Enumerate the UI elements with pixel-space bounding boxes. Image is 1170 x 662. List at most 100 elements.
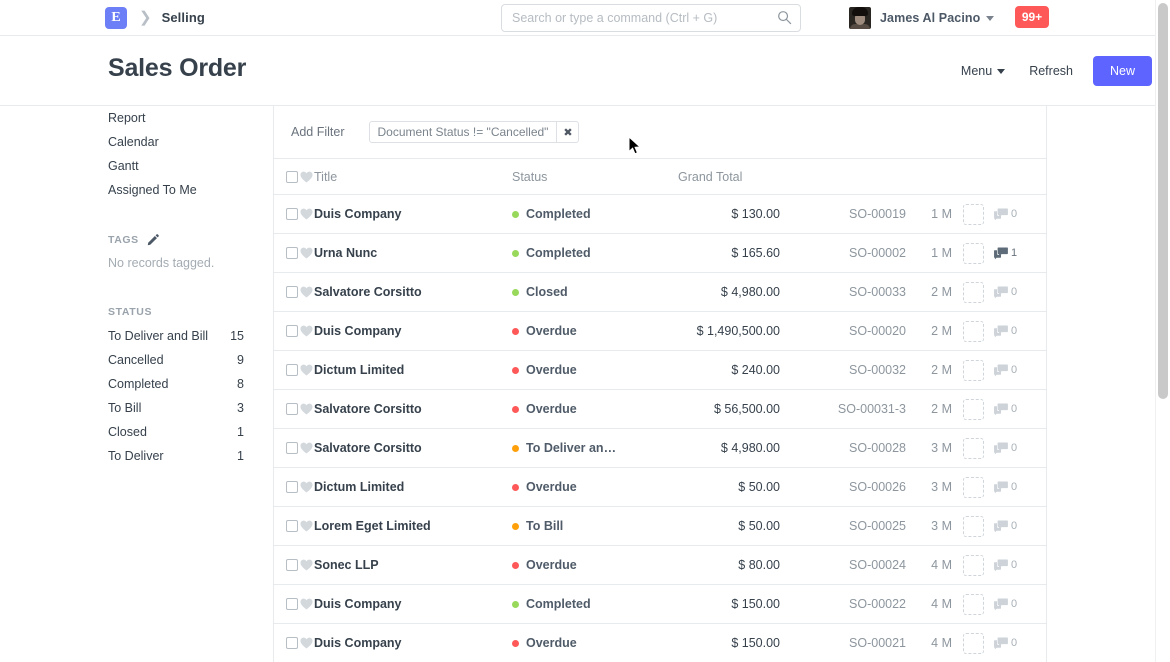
heart-icon[interactable] xyxy=(300,442,313,454)
assign-placeholder[interactable] xyxy=(962,437,984,459)
select-all-checkbox[interactable] xyxy=(286,170,298,183)
heart-icon[interactable] xyxy=(300,325,313,337)
table-row[interactable]: Sonec LLP Overdue $ 80.00 SO-00024 4 M 0 xyxy=(274,546,1046,585)
row-like-cell[interactable] xyxy=(300,559,314,571)
sidebar-item-assigned-to-me[interactable]: Assigned To Me xyxy=(108,183,197,197)
assign-placeholder[interactable] xyxy=(962,203,984,225)
table-row[interactable]: Duis Company Completed $ 130.00 SO-00019 1 M… xyxy=(274,195,1046,234)
row-document-name[interactable]: SO-00032 xyxy=(849,363,906,377)
filter-chip[interactable]: Document Status != "Cancelled" ✖ xyxy=(368,121,580,143)
heart-icon[interactable] xyxy=(300,247,313,259)
row-assign-cell[interactable] xyxy=(952,476,994,498)
column-header-grand-total[interactable]: Grand Total xyxy=(678,169,743,184)
sidebar-item-calendar[interactable]: Calendar xyxy=(108,135,159,149)
status-filter-item[interactable]: Cancelled 9 xyxy=(108,348,244,372)
row-title[interactable]: Salvatore Corsitto xyxy=(314,402,422,416)
row-assign-cell[interactable] xyxy=(952,398,994,420)
row-title[interactable]: Salvatore Corsitto xyxy=(314,441,422,455)
column-header-title[interactable]: Title xyxy=(314,169,338,184)
row-document-name[interactable]: SO-00028 xyxy=(849,441,906,455)
row-comment-cell[interactable]: 0 xyxy=(994,403,1034,416)
status-filter-item[interactable]: Closed 1 xyxy=(108,420,244,444)
row-document-name[interactable]: SO-00024 xyxy=(849,558,906,572)
row-select-cell[interactable] xyxy=(286,247,300,259)
table-row[interactable]: Duis Company Overdue $ 150.00 SO-00021 4 M 0 xyxy=(274,624,1046,662)
row-comment-cell[interactable]: 0 xyxy=(994,208,1034,221)
row-checkbox[interactable] xyxy=(286,598,298,610)
row-assign-cell[interactable] xyxy=(952,242,994,264)
row-select-cell[interactable] xyxy=(286,520,300,532)
comment-icon[interactable] xyxy=(994,442,1008,455)
row-select-cell[interactable] xyxy=(286,598,300,610)
row-title[interactable]: Salvatore Corsitto xyxy=(314,285,422,299)
row-assign-cell[interactable] xyxy=(952,554,994,576)
row-comment-cell[interactable]: 0 xyxy=(994,325,1034,338)
breadcrumb-item-selling[interactable]: Selling xyxy=(161,10,205,25)
table-row[interactable]: Salvatore Corsitto To Deliver an… $ 4,980.… xyxy=(274,429,1046,468)
row-checkbox[interactable] xyxy=(286,364,298,376)
comment-icon[interactable] xyxy=(994,520,1008,533)
status-filter-item[interactable]: To Deliver 1 xyxy=(108,444,244,468)
row-checkbox[interactable] xyxy=(286,481,298,493)
comment-icon[interactable] xyxy=(994,598,1008,611)
refresh-button[interactable]: Refresh xyxy=(1017,58,1085,84)
new-button[interactable]: New xyxy=(1092,56,1152,86)
heart-icon[interactable] xyxy=(300,520,313,532)
comment-icon[interactable] xyxy=(994,481,1008,494)
heart-icon[interactable] xyxy=(300,637,313,649)
assign-placeholder[interactable] xyxy=(962,242,984,264)
assign-placeholder[interactable] xyxy=(962,281,984,303)
row-assign-cell[interactable] xyxy=(952,281,994,303)
app-logo[interactable]: E xyxy=(105,6,127,29)
heart-icon[interactable] xyxy=(300,598,313,610)
comment-icon[interactable] xyxy=(994,208,1008,221)
assign-placeholder[interactable] xyxy=(962,593,984,615)
heart-icon[interactable] xyxy=(300,208,313,220)
row-title[interactable]: Dictum Limited xyxy=(314,480,405,494)
row-select-cell[interactable] xyxy=(286,403,300,415)
row-document-name[interactable]: SO-00022 xyxy=(849,597,906,611)
row-comment-cell[interactable]: 0 xyxy=(994,559,1034,572)
assign-placeholder[interactable] xyxy=(962,476,984,498)
row-like-cell[interactable] xyxy=(300,403,314,415)
row-select-cell[interactable] xyxy=(286,325,300,337)
row-select-cell[interactable] xyxy=(286,442,300,454)
row-assign-cell[interactable] xyxy=(952,632,994,654)
row-comment-cell[interactable]: 0 xyxy=(994,598,1034,611)
row-comment-cell[interactable]: 0 xyxy=(994,637,1034,650)
row-title[interactable]: Urna Nunc xyxy=(314,246,378,260)
row-checkbox[interactable] xyxy=(286,208,298,220)
status-filter-item[interactable]: To Deliver and Bill 15 xyxy=(108,324,244,348)
user-menu[interactable]: James Al Pacino xyxy=(849,5,995,31)
row-like-cell[interactable] xyxy=(300,520,314,532)
row-comment-cell[interactable]: 0 xyxy=(994,364,1034,377)
assign-placeholder[interactable] xyxy=(962,398,984,420)
heart-icon[interactable] xyxy=(300,559,313,571)
close-icon[interactable]: ✖ xyxy=(556,122,578,142)
page-scrollbar[interactable] xyxy=(1155,0,1170,662)
scrollbar-thumb[interactable] xyxy=(1158,3,1168,399)
comment-icon[interactable] xyxy=(994,247,1008,260)
notification-badge[interactable]: 99+ xyxy=(1015,6,1049,28)
row-like-cell[interactable] xyxy=(300,637,314,649)
heart-icon[interactable] xyxy=(300,481,313,493)
row-checkbox[interactable] xyxy=(286,286,298,298)
table-row[interactable]: Lorem Eget Limited To Bill $ 50.00 SO-00025… xyxy=(274,507,1046,546)
table-row[interactable]: Salvatore Corsitto Closed $ 4,980.00 SO-000… xyxy=(274,273,1046,312)
table-row[interactable]: Urna Nunc Completed $ 165.60 SO-00002 1 M 1 xyxy=(274,234,1046,273)
sidebar-item-gantt[interactable]: Gantt xyxy=(108,159,139,173)
row-like-cell[interactable] xyxy=(300,325,314,337)
row-assign-cell[interactable] xyxy=(952,593,994,615)
comment-icon[interactable] xyxy=(994,559,1008,572)
heart-icon[interactable] xyxy=(300,286,313,298)
sidebar-item-report[interactable]: Report xyxy=(108,111,146,125)
row-like-cell[interactable] xyxy=(300,481,314,493)
row-like-cell[interactable] xyxy=(300,442,314,454)
row-comment-cell[interactable]: 0 xyxy=(994,520,1034,533)
row-like-cell[interactable] xyxy=(300,247,314,259)
comment-icon[interactable] xyxy=(994,403,1008,416)
column-header-status[interactable]: Status xyxy=(512,169,548,184)
table-row[interactable]: Duis Company Overdue $ 1,490,500.00 SO-0002… xyxy=(274,312,1046,351)
row-checkbox[interactable] xyxy=(286,559,298,571)
comment-icon[interactable] xyxy=(994,286,1008,299)
